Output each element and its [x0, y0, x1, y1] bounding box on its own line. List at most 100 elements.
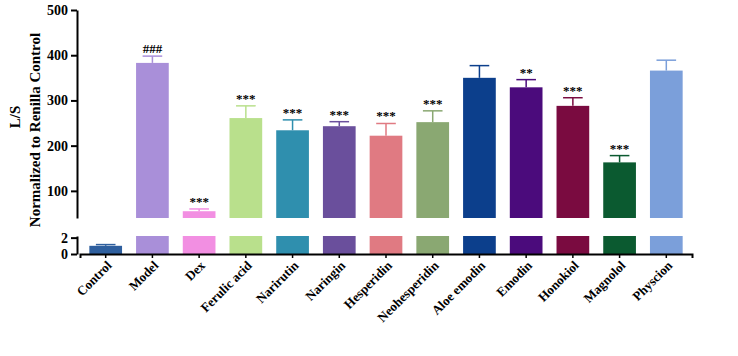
plot-upper	[96, 56, 683, 218]
bar	[323, 236, 356, 254]
tick-mark	[105, 254, 107, 258]
tick: Physcion	[629, 254, 675, 304]
tick-mark	[152, 254, 154, 258]
tick-label: 200	[47, 139, 68, 154]
axis-line	[77, 237, 79, 255]
tick-label: Naringin	[302, 257, 348, 303]
tick-label: Physcion	[629, 257, 675, 303]
tick-mark	[572, 254, 574, 258]
error-bar	[423, 111, 443, 122]
tick: Narirutin	[253, 254, 302, 306]
tick-mark	[666, 254, 668, 258]
error-bar	[656, 60, 676, 70]
tick: Naringin	[302, 254, 348, 304]
tick: 2	[61, 231, 77, 246]
bar	[229, 236, 262, 254]
bar	[229, 118, 262, 218]
error-bar	[516, 80, 536, 88]
tick: Aloe emodin	[428, 254, 488, 318]
y-axis-upper: 100 200 300 400 500	[47, 3, 78, 219]
error-line	[619, 156, 621, 163]
annotation: ***	[376, 108, 396, 123]
error-bar	[610, 156, 630, 163]
tick-label: Narirutin	[253, 257, 302, 306]
tick-mark	[479, 254, 481, 258]
bar	[603, 236, 636, 254]
bar	[416, 236, 449, 254]
bar	[370, 136, 403, 218]
tick-mark	[385, 254, 387, 258]
tick: 500	[47, 3, 77, 18]
bar	[136, 63, 169, 218]
tick-mark	[525, 254, 527, 258]
tick-label: 0	[61, 247, 68, 262]
tick-label: Ferulic acid	[197, 257, 255, 315]
error-cap	[656, 59, 676, 61]
tick-mark	[71, 55, 77, 57]
tick: 0	[61, 247, 77, 262]
tick-label: Model	[126, 258, 162, 294]
annotation: ***	[330, 107, 350, 122]
tick-mark	[71, 190, 77, 192]
error-bar	[470, 66, 490, 78]
bar	[276, 130, 309, 218]
error-line	[479, 66, 481, 78]
error-bar	[143, 56, 163, 63]
bar	[510, 87, 543, 218]
tick-mark	[245, 254, 247, 258]
bar	[89, 246, 122, 254]
tick-label: Honokiol	[535, 258, 582, 305]
bar	[463, 236, 496, 254]
axis-line	[81, 255, 693, 259]
tick-mark	[292, 254, 294, 258]
tick-label: 2	[61, 231, 68, 246]
tick: Control	[74, 254, 115, 299]
bar	[463, 78, 496, 218]
tick-label: Control	[74, 258, 115, 299]
bar	[183, 211, 216, 218]
y-axis-lower: 02	[61, 231, 78, 262]
tick-mark	[71, 237, 77, 239]
tick: Ferulic acid	[197, 254, 255, 315]
bar	[136, 236, 169, 254]
tick: Model	[126, 254, 162, 293]
tick-label: 300	[47, 93, 68, 108]
tick-label: Dex	[182, 257, 208, 283]
bar	[323, 126, 356, 218]
annotation: ***	[283, 105, 303, 120]
tick: Neohesperidin	[374, 254, 442, 325]
error-line	[525, 80, 527, 88]
annotation: ***	[563, 83, 583, 98]
tick: 300	[47, 93, 77, 108]
tick: 400	[47, 48, 77, 63]
tick-mark	[339, 254, 341, 258]
plot-lower	[89, 236, 682, 254]
bar	[557, 236, 590, 254]
annotation: **	[520, 65, 533, 80]
tick-label: 400	[47, 48, 68, 63]
error-line	[292, 120, 294, 130]
tick: 100	[47, 184, 77, 199]
error-line	[152, 56, 154, 63]
bar	[557, 106, 590, 218]
tick-mark	[71, 145, 77, 147]
tick-mark	[71, 10, 77, 12]
error-bar	[329, 122, 349, 127]
x-axis: Control Model DexFerulic acidNarirutinNari…	[74, 254, 693, 325]
bar	[183, 236, 216, 254]
axis-line	[77, 11, 79, 219]
tick: Honokiol	[535, 254, 582, 305]
tick-mark	[432, 254, 434, 258]
error-bar	[189, 209, 209, 211]
annotation: ***	[236, 91, 256, 106]
tick-label: Neohesperidin	[374, 257, 442, 325]
tick-mark	[71, 100, 77, 102]
tick-mark	[619, 254, 621, 258]
error-line	[666, 60, 668, 70]
bar	[370, 236, 403, 254]
annotation: ***	[610, 141, 630, 156]
error-cap	[96, 244, 116, 246]
tick: 200	[47, 139, 77, 154]
bar	[510, 236, 543, 254]
tick-label: 500	[47, 3, 68, 18]
